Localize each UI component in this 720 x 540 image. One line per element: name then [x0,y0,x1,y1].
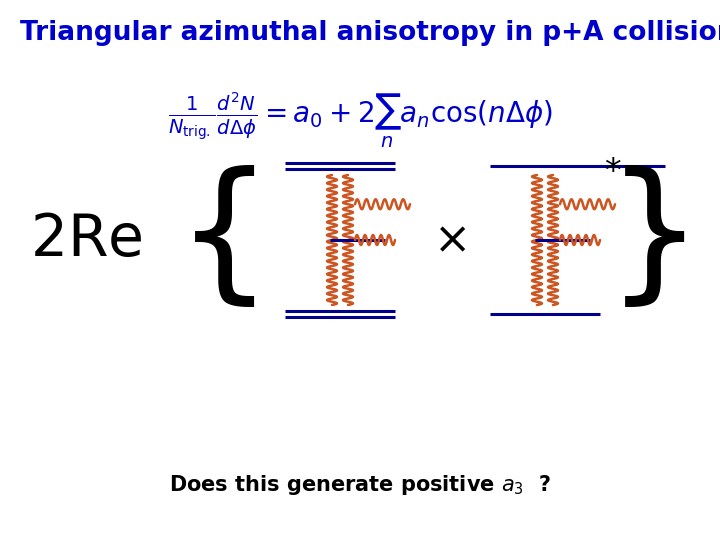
Text: $\}$: $\}$ [605,166,685,314]
Text: $\times$: $\times$ [433,219,467,261]
Text: $*$: $*$ [604,153,622,186]
Text: Does this generate positive $a_3$  ?: Does this generate positive $a_3$ ? [169,473,551,497]
Text: $\{$: $\{$ [175,166,255,314]
Text: $2\mathrm{Re}$: $2\mathrm{Re}$ [30,212,143,268]
Text: Triangular azimuthal anisotropy in p+A collisions: Triangular azimuthal anisotropy in p+A c… [20,20,720,46]
Text: $\frac{1}{N_{\rm trig.}} \frac{d^2N}{d\Delta\phi} = a_0 + 2\sum_{n} a_n \cos(n\D: $\frac{1}{N_{\rm trig.}} \frac{d^2N}{d\D… [168,91,552,150]
